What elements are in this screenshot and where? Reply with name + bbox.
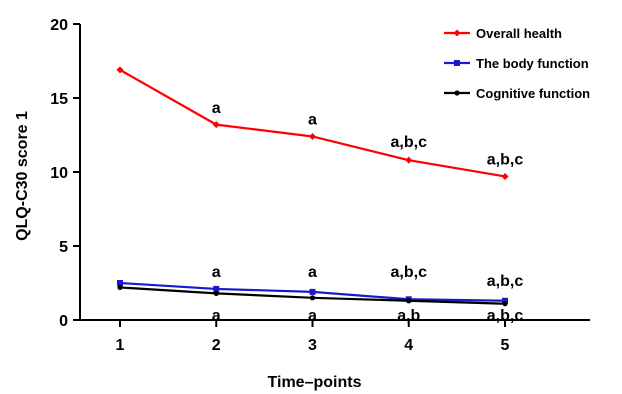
data-point	[212, 121, 220, 129]
data-point	[213, 285, 220, 292]
x-tick-label: 5	[501, 337, 510, 354]
y-tick-label: 15	[50, 91, 68, 108]
x-tick-label: 2	[212, 337, 221, 354]
significance-label: a	[308, 308, 317, 325]
significance-label: a,b,c	[487, 152, 524, 169]
y-tick-label: 10	[50, 165, 68, 182]
significance-label: a	[212, 100, 221, 117]
x-tick-label: 4	[404, 337, 413, 354]
data-point	[406, 298, 412, 304]
legend-marker	[454, 90, 460, 96]
legend-label: Overall health	[476, 26, 562, 41]
series-group	[116, 66, 509, 307]
legend-label: The body function	[476, 56, 589, 71]
significance-label: a	[212, 308, 221, 325]
x-tick-label: 1	[116, 337, 125, 354]
axes: 0 5 10 15 20 1 2 3 4 5 Time–points QLQ-C30 score 1	[14, 17, 590, 391]
significance-label: a,b	[397, 308, 420, 325]
y-tick-label: 0	[59, 313, 68, 330]
significance-label: a,b,c	[391, 264, 428, 281]
data-point	[405, 156, 413, 164]
legend-item: The body function	[444, 56, 589, 71]
annotations-group: a a a,b,c a,b,c a a a,b,c a,b,c a a a,b a,b,c	[212, 100, 524, 325]
y-tick-label: 5	[59, 239, 68, 256]
legend-label: Cognitive function	[476, 86, 590, 101]
data-point	[117, 284, 123, 291]
significance-label: a	[212, 264, 221, 281]
significance-label: a,b,c	[391, 134, 428, 151]
data-point	[309, 295, 316, 301]
legend: Overall health The body function Cognitive…	[444, 26, 590, 101]
x-axis-title: Time–points	[268, 374, 362, 391]
significance-label: a	[308, 112, 317, 129]
y-axis-title: QLQ-C30 score 1	[14, 111, 31, 241]
significance-label: a,b,c	[487, 273, 524, 290]
legend-marker	[454, 60, 460, 66]
data-point	[117, 280, 123, 286]
significance-label: a	[308, 264, 317, 281]
x-tick-label: 3	[308, 337, 317, 354]
data-point	[309, 288, 316, 295]
data-point	[213, 290, 219, 296]
y-tick-label: 20	[50, 17, 68, 34]
series-overall-health	[116, 66, 509, 180]
significance-label: a,b,c	[487, 308, 524, 325]
data-point	[502, 301, 508, 307]
series-cognitive-function	[117, 284, 508, 307]
legend-marker	[453, 29, 461, 37]
data-point	[116, 66, 124, 74]
legend-item: Cognitive function	[444, 86, 590, 101]
legend-item: Overall health	[444, 26, 562, 41]
data-point	[309, 132, 316, 140]
data-point	[502, 297, 508, 304]
data-point	[501, 172, 509, 180]
